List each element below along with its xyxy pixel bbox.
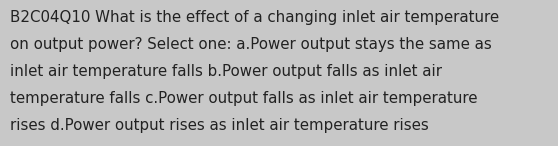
Text: on output power? Select one: a.Power output stays the same as: on output power? Select one: a.Power out… [10,37,492,52]
Text: temperature falls c.Power output falls as inlet air temperature: temperature falls c.Power output falls a… [10,91,478,106]
Text: inlet air temperature falls b.Power output falls as inlet air: inlet air temperature falls b.Power outp… [10,64,442,79]
Text: B2C04Q10 What is the effect of a changing inlet air temperature: B2C04Q10 What is the effect of a changin… [10,10,499,25]
Text: rises d.Power output rises as inlet air temperature rises: rises d.Power output rises as inlet air … [10,118,429,133]
